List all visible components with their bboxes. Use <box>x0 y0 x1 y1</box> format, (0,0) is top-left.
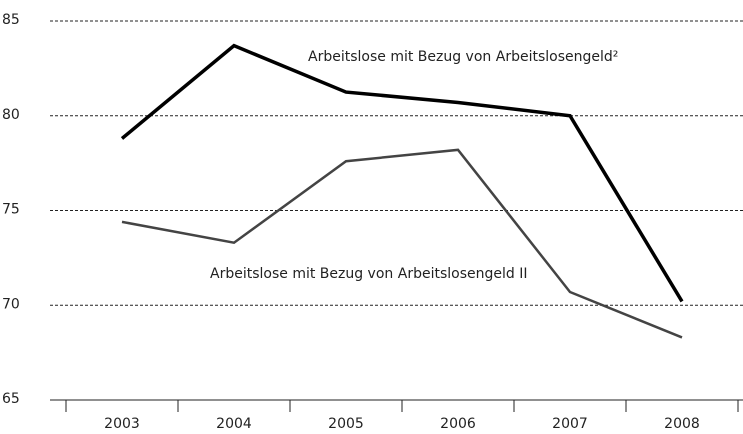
x-tick-label: 2008 <box>664 416 700 432</box>
x-tick-label: 2006 <box>440 416 476 432</box>
x-tick-label: 2004 <box>216 416 252 432</box>
x-tick-label: 2007 <box>552 416 588 432</box>
y-tick-label: 80 <box>2 107 20 123</box>
series-label: Arbeitslose mit Bezug von Arbeitslosenge… <box>210 266 527 282</box>
y-tick-label: 75 <box>2 202 20 218</box>
series-line <box>121 148 683 339</box>
x-tick-label: 2005 <box>328 416 364 432</box>
series-label: Arbeitslose mit Bezug von Arbeitslosenge… <box>308 49 618 65</box>
y-tick-label: 65 <box>2 391 20 407</box>
y-tick-label: 70 <box>2 296 20 312</box>
series-line <box>120 43 684 303</box>
y-tick-label: 85 <box>2 12 20 28</box>
x-tick-label: 2003 <box>104 416 140 432</box>
